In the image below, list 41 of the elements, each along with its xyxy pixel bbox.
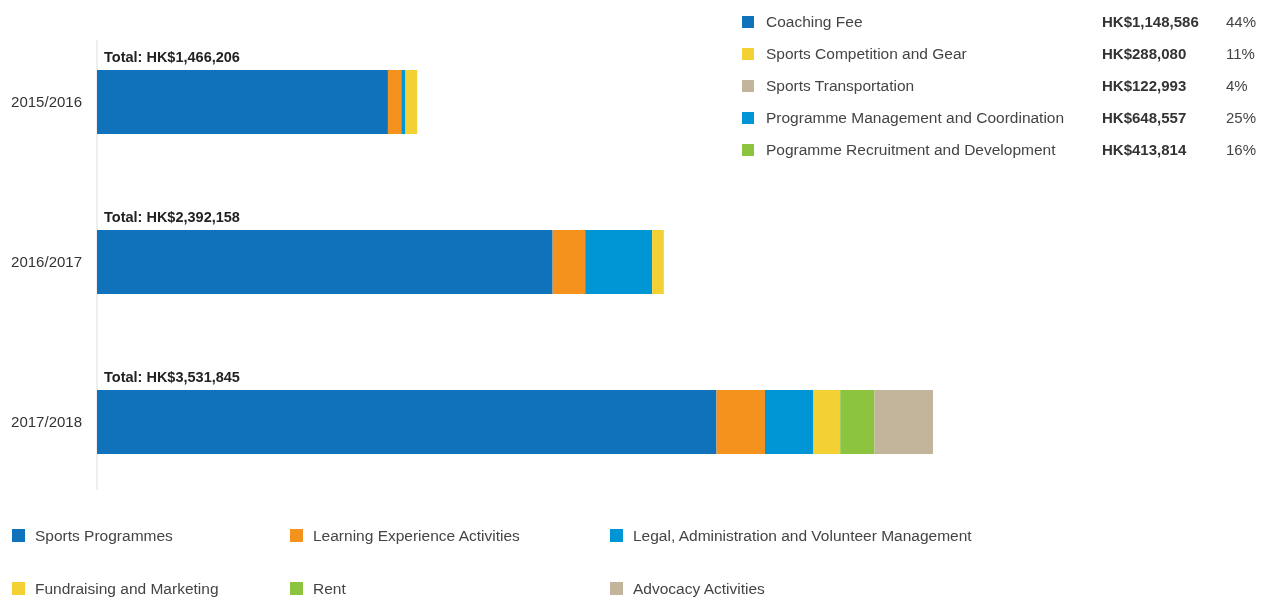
y-tick-label: 2015/2016 (11, 93, 82, 111)
bar (97, 390, 717, 454)
total-label: Total: HK$1,466,206 (104, 49, 240, 65)
bar (874, 390, 933, 454)
total-label: Total: HK$3,531,845 (104, 369, 240, 385)
legend-label: Advocacy Activities (633, 580, 766, 598)
bar (97, 230, 553, 294)
category-label: Coaching Fee (766, 13, 863, 31)
bar (585, 230, 653, 294)
legend-label: Legal, Administration and Volunteer Management (633, 527, 973, 545)
legend-label: Fundraising and Marketing (35, 580, 219, 598)
bar (764, 390, 814, 454)
bar (97, 70, 388, 134)
bar (716, 390, 765, 454)
category-label: Programme Management and Coordination (766, 109, 1065, 127)
bar (387, 70, 402, 134)
bar (840, 390, 875, 454)
legend-label: Sports Programmes (35, 527, 174, 545)
text: HK$122,993 (1102, 77, 1187, 95)
legend-label: Learning Experience Activities (313, 527, 521, 545)
y-tick-label: 2017/2018 (11, 413, 82, 431)
text: 4% (1226, 77, 1248, 95)
text: HK$1,148,586 (1102, 13, 1199, 31)
text: HK$288,080 (1102, 45, 1187, 63)
category-label: Sports Competition and Gear (766, 45, 967, 63)
legend-label: Rent (313, 580, 347, 598)
bar (405, 70, 418, 134)
bar (813, 390, 841, 454)
bar (652, 230, 664, 294)
category-label: Pogramme Recruitment and Development (766, 141, 1057, 159)
text: 16% (1226, 141, 1257, 159)
bar (552, 230, 586, 294)
y-tick-label: 2016/2017 (11, 253, 82, 271)
text: HK$648,557 (1102, 109, 1187, 127)
text: 11% (1226, 45, 1255, 63)
text: 25% (1226, 109, 1257, 127)
bar (401, 70, 406, 134)
text: 44% (1226, 13, 1257, 31)
text: HK$413,814 (1102, 141, 1187, 159)
category-label: Sports Transportation (766, 77, 915, 95)
total-label: Total: HK$2,392,158 (104, 209, 240, 225)
